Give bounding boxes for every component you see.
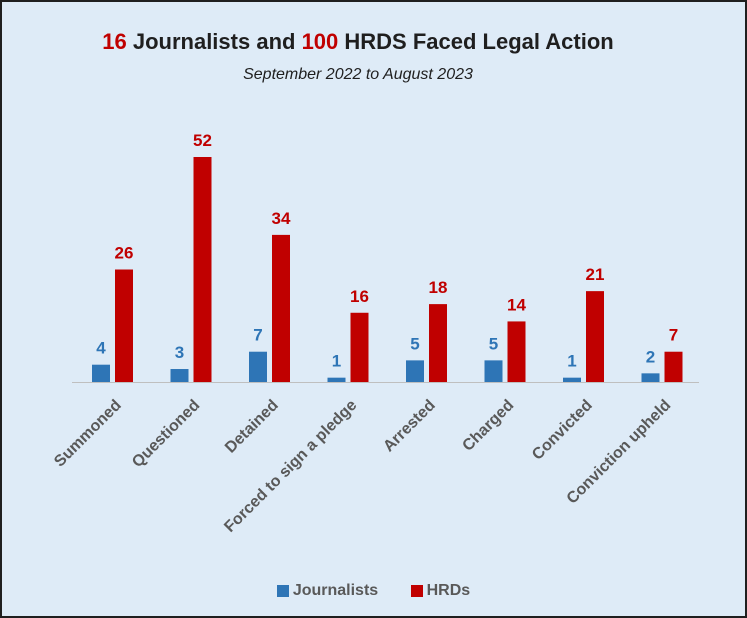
legend-item-journalists: Journalists (276, 582, 379, 600)
chart-subtitle: September 2022 to August 2023 (243, 66, 473, 83)
category-label: Questioned (129, 397, 203, 471)
data-label-hrds: 52 (193, 131, 212, 150)
data-label-journalists: 7 (253, 326, 262, 345)
bar-journalists (563, 377, 581, 382)
legend-item-hrds: HRDs (410, 582, 471, 600)
data-label-journalists: 3 (175, 343, 184, 362)
bar-hrds (350, 312, 369, 382)
data-label-hrds: 14 (507, 295, 526, 314)
data-label-hrds: 34 (272, 209, 291, 228)
data-label-journalists: 5 (489, 334, 498, 353)
data-label-hrds: 26 (115, 244, 134, 263)
data-label-journalists: 4 (96, 339, 106, 358)
legend-label-hrds: HRDs (426, 582, 471, 599)
category-label: Forced to sign a pledge (221, 397, 360, 536)
bar-journalists (92, 364, 110, 382)
data-label-hrds: 18 (429, 278, 448, 297)
legend: Journalists HRDs (2, 582, 745, 602)
bar-journalists (406, 360, 424, 382)
data-label-hrds: 21 (586, 265, 605, 284)
chart-title: 16 Journalists and 100 HRDS Faced Legal … (98, 29, 618, 55)
bar-hrds (586, 291, 604, 382)
category-label: Charged (459, 397, 517, 455)
title-text-part2: HRDS Faced Legal Action (338, 29, 614, 54)
bar-hrds (115, 269, 133, 382)
bar-journalists (327, 377, 346, 382)
bar-journalists (170, 369, 189, 382)
bar-hrds (664, 351, 683, 382)
bar-hrds (507, 321, 526, 382)
legend-label-journalists: Journalists (292, 582, 379, 599)
category-label: Arrested (380, 397, 439, 456)
bar-hrds (193, 157, 212, 382)
title-journalist-count: 16 (102, 29, 127, 54)
title-hrds-count: 100 (301, 29, 339, 54)
data-label-hrds: 7 (669, 326, 678, 345)
category-label: Detained (222, 397, 282, 457)
bar-hrds (429, 304, 447, 382)
legend-swatch-hrds (410, 585, 423, 597)
data-label-hrds: 16 (350, 287, 369, 306)
title-text-part1: Journalists and (126, 29, 302, 54)
data-label-journalists: 2 (646, 347, 655, 366)
category-label: Convicted (529, 397, 596, 464)
bar-journalists (641, 373, 660, 382)
data-label-journalists: 1 (567, 352, 576, 371)
data-label-journalists: 5 (410, 334, 419, 353)
bar-hrds (272, 234, 290, 382)
category-label: Summoned (51, 397, 125, 471)
data-label-journalists: 1 (332, 352, 341, 371)
bar-journalists (249, 351, 267, 382)
bar-journalists (484, 360, 503, 382)
legend-swatch-journalists (276, 585, 289, 597)
